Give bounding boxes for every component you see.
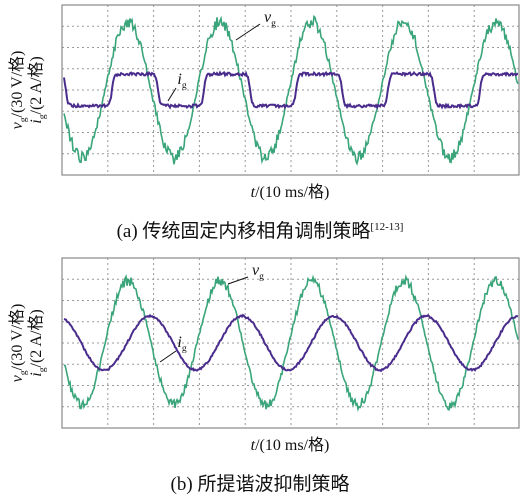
label: ig: [177, 71, 186, 91]
unit: /(2 A/格): [27, 309, 45, 367]
caption-text: (b) 所提谐波抑制策略: [171, 473, 350, 495]
caption-text: (a) 传统固定内移相角调制策略: [117, 220, 371, 242]
label: t/(10 ms/格): [251, 183, 330, 201]
subscript: g: [182, 80, 187, 91]
figure: vg/(30 V/格)ig/(2 A/格)vgigt/(10 ms/格)(a) …: [0, 0, 520, 497]
label: (b) 所提谐波抑制策略: [171, 473, 350, 495]
unit: /(30 V/格): [8, 51, 26, 118]
label: vg/(30 V/格): [8, 304, 29, 383]
label: vg/(30 V/格): [8, 51, 29, 130]
unit: /(10 ms/格): [255, 436, 329, 454]
subscript: g: [259, 271, 264, 282]
leader-line: [160, 351, 176, 362]
subscript: g: [271, 18, 276, 29]
label: ig/(2 A/格): [27, 309, 48, 376]
label: ig: [177, 334, 186, 354]
subscript: g: [182, 343, 187, 354]
unit: /(2 A/格): [27, 56, 45, 114]
unit: /(10 ms/格): [255, 183, 329, 201]
label: (a) 传统固定内移相角调制策略[12-13]: [117, 220, 404, 242]
label: t/(10 ms/格): [251, 436, 330, 454]
label: ig/(2 A/格): [27, 56, 48, 123]
label: vg: [264, 9, 276, 29]
reference: [12-13]: [370, 221, 403, 233]
leader-line: [228, 277, 248, 284]
unit: /(30 V/格): [8, 304, 26, 371]
